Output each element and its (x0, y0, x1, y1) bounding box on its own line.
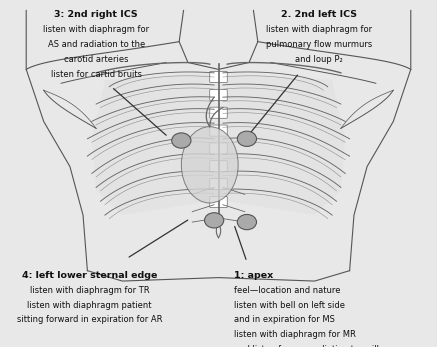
FancyBboxPatch shape (210, 143, 227, 154)
Text: 3: 2nd right ICS: 3: 2nd right ICS (54, 10, 138, 19)
Text: listen with diaphragm for: listen with diaphragm for (43, 25, 149, 34)
Text: 1: apex: 1: apex (234, 271, 273, 280)
Text: sitting forward in expiration for AR: sitting forward in expiration for AR (17, 315, 162, 324)
Text: and listen for any radiation to axilla: and listen for any radiation to axilla (234, 345, 384, 347)
FancyBboxPatch shape (210, 71, 227, 83)
FancyBboxPatch shape (210, 196, 227, 208)
Text: listen with diaphragm for MR: listen with diaphragm for MR (234, 330, 356, 339)
Circle shape (237, 131, 257, 146)
FancyBboxPatch shape (210, 179, 227, 190)
FancyBboxPatch shape (210, 161, 227, 172)
Text: listen with bell on left side: listen with bell on left side (234, 301, 345, 310)
Text: and in expiration for MS: and in expiration for MS (234, 315, 335, 324)
Circle shape (237, 214, 257, 230)
Text: pulmonary flow murmurs: pulmonary flow murmurs (266, 40, 372, 49)
FancyBboxPatch shape (210, 89, 227, 100)
Text: and loup P₂: and loup P₂ (295, 55, 343, 64)
Text: listen with diaphragm for: listen with diaphragm for (266, 25, 372, 34)
Polygon shape (92, 73, 210, 215)
Text: listen for cartid bruits: listen for cartid bruits (51, 70, 142, 79)
Text: carotid arteries: carotid arteries (64, 55, 128, 64)
Text: AS and radiation to the: AS and radiation to the (48, 40, 145, 49)
Text: 4: left lower sternal edge: 4: left lower sternal edge (22, 271, 157, 280)
Ellipse shape (181, 127, 238, 203)
Polygon shape (227, 73, 345, 215)
Text: feel—location and nature: feel—location and nature (234, 286, 340, 295)
Text: listen with diaphragm patient: listen with diaphragm patient (28, 301, 152, 310)
FancyBboxPatch shape (210, 107, 227, 118)
Text: 2. 2nd left ICS: 2. 2nd left ICS (281, 10, 357, 19)
Circle shape (205, 213, 224, 228)
Text: listen with diaphragm for TR: listen with diaphragm for TR (30, 286, 149, 295)
FancyBboxPatch shape (210, 125, 227, 136)
Circle shape (172, 133, 191, 148)
